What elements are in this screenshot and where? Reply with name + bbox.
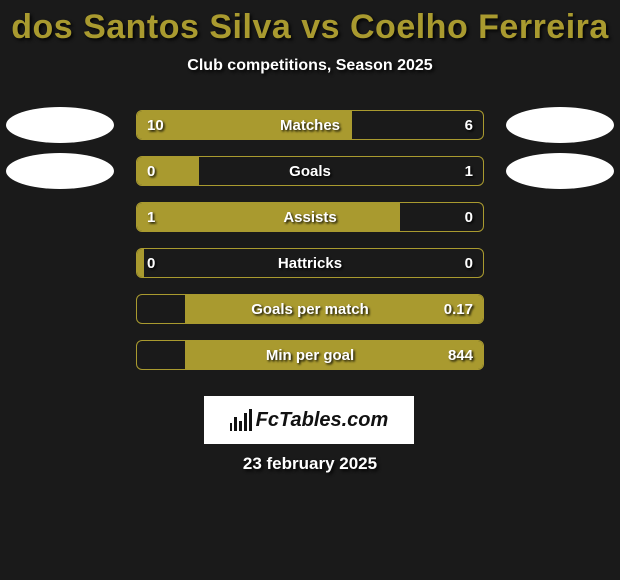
player1-avatar xyxy=(6,107,114,143)
vs-separator: vs xyxy=(291,8,350,46)
stat-left-value: 0 xyxy=(147,157,155,185)
player2-avatar xyxy=(506,107,614,143)
stat-right-value: 0.17 xyxy=(444,295,473,323)
stat-label: Assists xyxy=(137,203,483,231)
stat-row: Hattricks0 0 xyxy=(0,245,620,281)
stat-bar-track: Min per goal844 xyxy=(136,340,484,370)
player1-name: dos Santos Silva xyxy=(11,8,291,46)
date-label: 23 february 2025 xyxy=(0,454,620,474)
stat-right-value: 0 xyxy=(465,249,473,277)
stat-left-value: 10 xyxy=(147,111,164,139)
player2-name: Coelho Ferreira xyxy=(350,8,609,46)
stat-row: Matches10 6 xyxy=(0,107,620,143)
stat-bar-track: Goals0 1 xyxy=(136,156,484,186)
stat-label: Goals xyxy=(137,157,483,185)
stat-label: Hattricks xyxy=(137,249,483,277)
stats-rows: Matches106Goals01Assists10Hattricks00Goa… xyxy=(0,107,620,373)
player2-avatar xyxy=(506,153,614,189)
stat-label: Goals per match xyxy=(137,295,483,323)
stat-left-value: 1 xyxy=(147,203,155,231)
comparison-card: dos Santos Silva vs Coelho Ferreira Club… xyxy=(0,0,620,580)
stat-left-value: 0 xyxy=(147,249,155,277)
bar-chart-icon xyxy=(230,409,252,431)
stat-row: Min per goal844 xyxy=(0,337,620,373)
page-title: dos Santos Silva vs Coelho Ferreira xyxy=(0,0,620,47)
logo-text: FcTables.com xyxy=(256,409,389,432)
stat-right-value: 1 xyxy=(465,157,473,185)
logo-box: FcTables.com xyxy=(204,396,414,444)
player1-avatar xyxy=(6,153,114,189)
stat-bar-track: Matches10 6 xyxy=(136,110,484,140)
stat-row: Goals per match0.17 xyxy=(0,291,620,327)
stat-label: Min per goal xyxy=(137,341,483,369)
stat-bar-track: Hattricks0 0 xyxy=(136,248,484,278)
stat-row: Assists1 0 xyxy=(0,199,620,235)
stat-right-value: 6 xyxy=(465,111,473,139)
stat-bar-track: Assists1 0 xyxy=(136,202,484,232)
stat-right-value: 844 xyxy=(448,341,473,369)
subtitle: Club competitions, Season 2025 xyxy=(0,57,620,75)
stat-bar-track: Goals per match0.17 xyxy=(136,294,484,324)
stat-right-value: 0 xyxy=(465,203,473,231)
stat-label: Matches xyxy=(137,111,483,139)
stat-row: Goals0 1 xyxy=(0,153,620,189)
